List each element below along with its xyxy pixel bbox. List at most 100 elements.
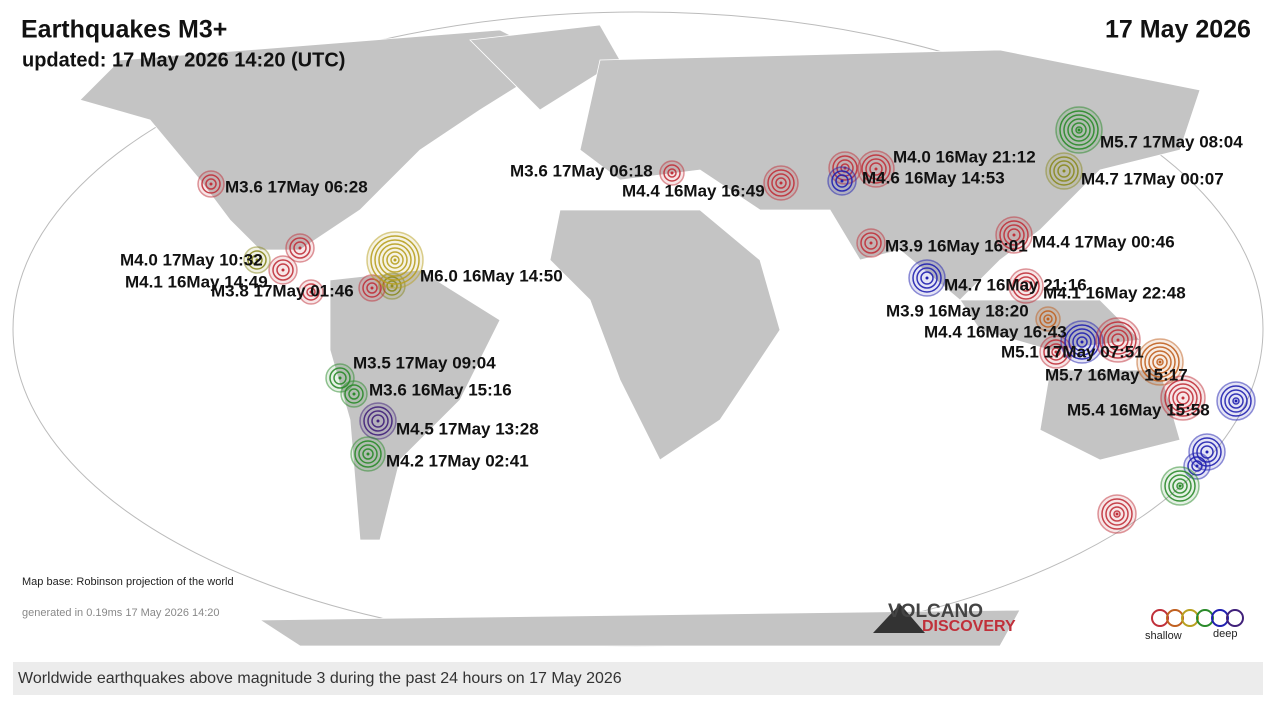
marker-center [874, 167, 878, 171]
quake-label: M3.6 17May 06:18 [510, 161, 653, 180]
marker-ring [1059, 110, 1099, 150]
marker-ring [1045, 152, 1083, 190]
marker-ring [771, 173, 791, 193]
quake-label: M3.6 16May 15:16 [369, 380, 512, 399]
logo-line1: VOLCANO [888, 601, 983, 622]
marker-center [370, 286, 374, 290]
marker-ring [869, 162, 883, 176]
marker-ring [306, 287, 316, 297]
marker-center [352, 392, 356, 396]
marker-ring [272, 259, 294, 281]
marker-ring [1039, 310, 1057, 328]
legend-shallow: shallow [1145, 630, 1182, 642]
marker-ring [370, 235, 420, 285]
marker-ring [344, 384, 364, 404]
marker-ring [827, 166, 857, 196]
marker-center [1178, 484, 1182, 488]
marker-ring [366, 282, 378, 294]
marker-ring [366, 231, 424, 289]
marker-ring [667, 168, 677, 178]
marker-center [840, 179, 844, 183]
marker-ring [1196, 441, 1218, 463]
title: Earthquakes M3+ [21, 16, 227, 44]
marker-center [1024, 284, 1028, 288]
marker-ring [1067, 118, 1091, 142]
marker-ring [302, 283, 320, 301]
marker-ring [362, 278, 382, 298]
quake-label: M4.1 16May 22:48 [1043, 283, 1186, 302]
marker-ring [358, 444, 378, 464]
marker-ring [1192, 437, 1222, 467]
marker-ring [999, 220, 1029, 250]
marker-ring [832, 155, 858, 181]
marker-ring [1176, 391, 1190, 405]
marker-center [1012, 233, 1016, 237]
marker-ring [1220, 385, 1252, 417]
marker-ring [367, 410, 389, 432]
marker-ring [382, 247, 408, 273]
marker-ring [1164, 379, 1202, 417]
marker-ring [247, 250, 267, 270]
marker-ring [916, 267, 938, 289]
marker-ring [1136, 338, 1184, 386]
marker-ring [362, 448, 374, 460]
marker-ring [329, 367, 351, 389]
marker-ring [1187, 456, 1207, 476]
marker-ring [378, 243, 412, 277]
marker-center [779, 181, 783, 185]
marker-center [1234, 399, 1238, 403]
marker-ring [1053, 160, 1075, 182]
quake-label: M3.8 17May 01:46 [211, 281, 354, 300]
marker-center [1080, 340, 1084, 344]
marker-ring [856, 228, 886, 258]
quake-label: M4.7 17May 00:07 [1081, 169, 1224, 188]
marker-center [281, 268, 285, 272]
marker-ring [390, 255, 400, 265]
legend-rings [1151, 609, 1244, 627]
quake-label: M4.4 16May 16:43 [924, 322, 1067, 341]
quake-label: M3.5 17May 09:04 [353, 353, 496, 372]
marker-ring [663, 164, 681, 182]
quake-label: M5.1 17May 07:51 [1001, 342, 1144, 361]
marker-center [1195, 464, 1199, 468]
marker-center [309, 290, 313, 294]
marker-ring [350, 436, 386, 472]
marker-center [298, 246, 302, 250]
marker-ring [1164, 470, 1196, 502]
marker-center [1158, 360, 1162, 364]
marker-ring [386, 280, 398, 292]
marker-center [1046, 317, 1050, 321]
marker-center [925, 276, 929, 280]
marker-ring [1144, 346, 1176, 378]
marker-ring [908, 259, 946, 297]
marker-ring [1060, 320, 1104, 364]
marker-ring [298, 279, 324, 305]
marker-ring [354, 440, 382, 468]
marker-ring [1232, 397, 1240, 405]
marker-ring [920, 271, 934, 285]
marker-ring [1113, 510, 1121, 518]
marker-ring [1003, 224, 1025, 246]
marker-ring [1176, 482, 1184, 490]
marker-ring [1109, 506, 1125, 522]
marker-ring [763, 165, 799, 201]
marker-center [670, 171, 674, 175]
marker-ring [205, 178, 217, 190]
marker-ring [775, 177, 787, 189]
marker-ring [1068, 328, 1096, 356]
marker-ring [251, 254, 263, 266]
marker-ring [1172, 387, 1194, 409]
marker-ring [1039, 335, 1073, 369]
marker-ring [1076, 336, 1088, 348]
marker-ring [371, 414, 385, 428]
marker-ring [1216, 381, 1256, 421]
quake-label: M4.1 16May 14:49 [125, 272, 268, 291]
marker-ring [1152, 354, 1168, 370]
quake-label: M6.0 16May 14:50 [420, 266, 563, 285]
quake-label: M4.4 17May 00:46 [1032, 232, 1175, 251]
marker-ring [865, 158, 887, 180]
marker-ring [1105, 502, 1129, 526]
marker-ring [1007, 228, 1021, 242]
quake-label: M3.9 16May 16:01 [885, 236, 1028, 255]
marker-ring [860, 232, 882, 254]
